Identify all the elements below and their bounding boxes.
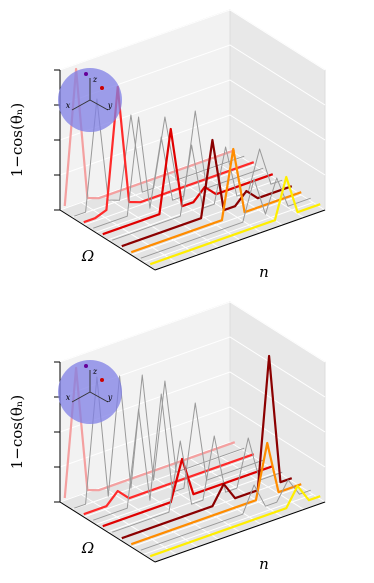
floor-grid bbox=[208, 157, 305, 218]
floor-grid bbox=[187, 164, 283, 226]
floor-grid bbox=[131, 486, 302, 548]
inset-dot bbox=[100, 378, 104, 382]
inset-axis bbox=[89, 99, 109, 111]
inset-dot bbox=[84, 364, 88, 368]
trace bbox=[121, 138, 293, 248]
z-axis-label: Ω bbox=[81, 539, 94, 557]
trace bbox=[102, 127, 274, 236]
trace bbox=[112, 144, 283, 241]
trace bbox=[140, 479, 311, 551]
trace bbox=[149, 484, 321, 558]
n-axis bbox=[154, 209, 326, 271]
x-axis-label: n bbox=[259, 555, 269, 573]
grid-line bbox=[59, 441, 326, 503]
z-axis-label: Ω bbox=[81, 247, 94, 265]
inset-label: x bbox=[66, 393, 71, 402]
grid-line bbox=[59, 406, 326, 468]
y-axis-label: 1−cos(θₙ) bbox=[8, 103, 26, 177]
trace bbox=[130, 441, 302, 546]
y-axis-label: 1−cos(θₙ) bbox=[8, 395, 26, 469]
inset-label: y bbox=[107, 393, 113, 402]
inset-dot bbox=[100, 86, 104, 90]
inset-label: z bbox=[92, 367, 98, 376]
n-axis bbox=[154, 501, 326, 563]
trace bbox=[63, 67, 236, 207]
grid-line bbox=[59, 9, 326, 71]
trace bbox=[112, 435, 283, 533]
omega-axis bbox=[59, 209, 156, 271]
trace bbox=[93, 393, 264, 521]
inset-axis bbox=[71, 391, 91, 403]
trace bbox=[93, 110, 264, 229]
trace bbox=[83, 453, 255, 516]
inset-label: y bbox=[107, 101, 113, 110]
trace bbox=[83, 85, 255, 224]
inset-dot bbox=[84, 72, 88, 76]
inset-axis bbox=[89, 391, 109, 403]
trace bbox=[149, 175, 321, 266]
grid-line bbox=[59, 301, 326, 363]
floor-grid bbox=[165, 464, 262, 525]
omega-axis bbox=[59, 501, 156, 563]
floor-grid bbox=[187, 456, 283, 518]
inset-axis bbox=[71, 99, 91, 111]
trace bbox=[102, 457, 274, 528]
floor-grid bbox=[208, 449, 305, 510]
floor-grid bbox=[131, 194, 302, 256]
trace bbox=[63, 366, 236, 499]
trace bbox=[130, 147, 302, 254]
trace bbox=[121, 354, 293, 540]
x-axis-label: n bbox=[259, 263, 269, 281]
grid-line bbox=[59, 149, 326, 211]
inset-label: z bbox=[92, 75, 98, 84]
grid-line bbox=[59, 114, 326, 176]
floor-grid bbox=[165, 172, 262, 233]
trace bbox=[74, 374, 245, 509]
grid-line bbox=[59, 79, 326, 141]
floor-grid bbox=[142, 202, 314, 263]
floor-grid bbox=[107, 471, 278, 533]
floor-grid bbox=[142, 494, 314, 555]
inset-label: x bbox=[66, 101, 71, 110]
